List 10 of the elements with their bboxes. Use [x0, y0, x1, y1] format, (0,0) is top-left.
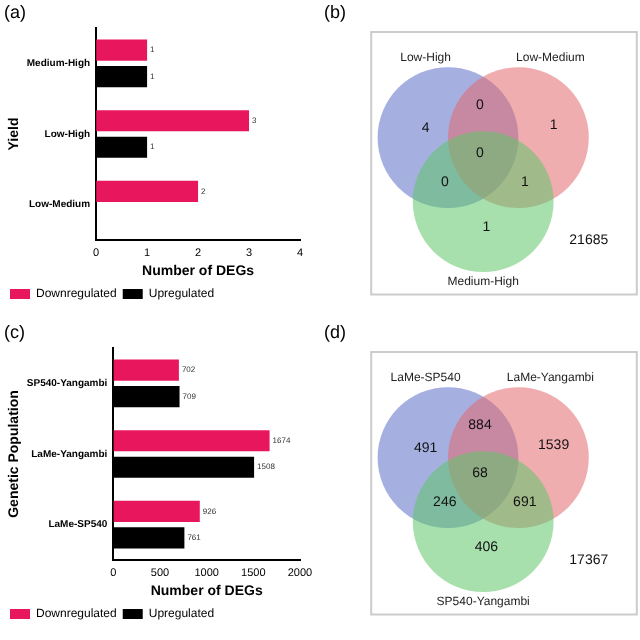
text: (d): [324, 322, 346, 342]
bar: [96, 180, 199, 203]
chart-title: (c): [4, 322, 25, 342]
text: (b): [324, 2, 346, 22]
bar: [96, 110, 250, 132]
chart-title: (a): [4, 2, 26, 22]
bar: [113, 500, 200, 523]
bar: [113, 359, 179, 381]
bar: [96, 39, 148, 61]
bar: [113, 430, 270, 452]
